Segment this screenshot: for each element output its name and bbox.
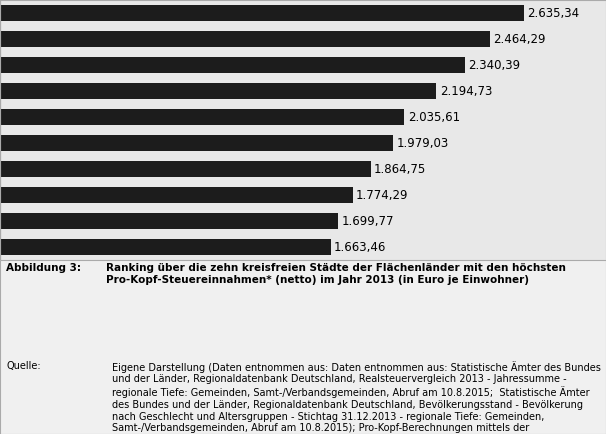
Text: 2.464,29: 2.464,29	[493, 33, 545, 46]
Text: 1.663,46: 1.663,46	[334, 240, 387, 253]
Bar	[0, 57, 465, 73]
Text: 1.864,75: 1.864,75	[374, 162, 427, 175]
Bar	[0, 5, 524, 21]
Text: Ranking über die zehn kreisfreien Städte der Flächenländer mit den höchsten Pro-: Ranking über die zehn kreisfreien Städte…	[106, 263, 566, 285]
Bar	[0, 0, 606, 260]
Bar	[0, 135, 393, 151]
Bar	[0, 109, 404, 125]
Text: Eigene Darstellung (Daten entnommen aus: Daten entnommen aus: Statistische Ämter: Eigene Darstellung (Daten entnommen aus:…	[112, 361, 601, 434]
Bar	[0, 187, 353, 203]
Text: 2.340,39: 2.340,39	[468, 59, 521, 72]
Bar	[0, 239, 330, 255]
Text: 1.774,29: 1.774,29	[356, 188, 408, 201]
Bar	[0, 161, 370, 177]
Text: 2.194,73: 2.194,73	[439, 85, 492, 98]
Text: Abbildung 3:: Abbildung 3:	[6, 263, 92, 273]
Text: 2.035,61: 2.035,61	[408, 111, 460, 124]
Bar	[0, 31, 490, 47]
Text: 1.699,77: 1.699,77	[341, 214, 394, 227]
Bar	[0, 83, 436, 99]
Text: Quelle:: Quelle:	[6, 361, 41, 371]
Text: 2.635,34: 2.635,34	[527, 7, 579, 20]
Bar	[0, 213, 338, 229]
Text: 1.979,03: 1.979,03	[397, 137, 449, 149]
